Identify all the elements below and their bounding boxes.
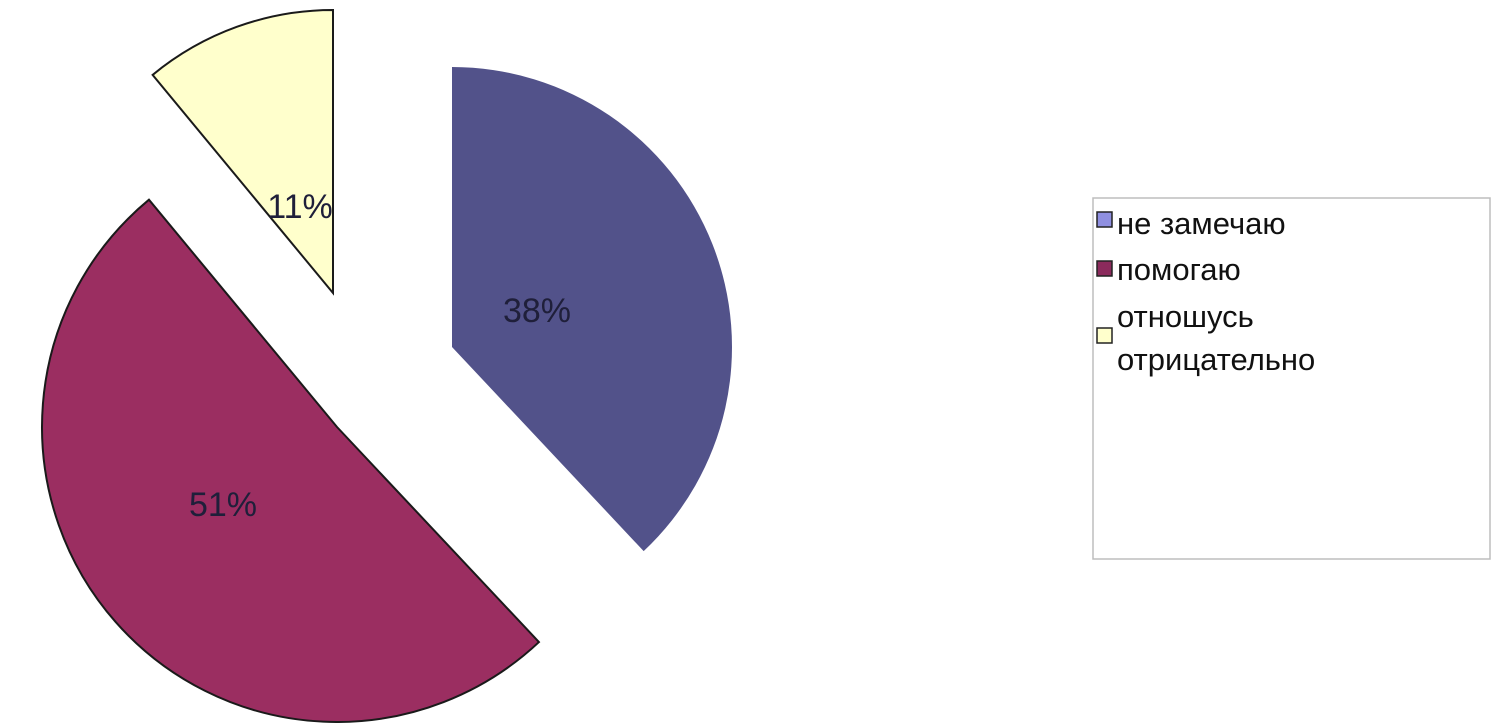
slice-labels: 38% 51% 11% xyxy=(189,188,571,524)
slice-label-2: 51% xyxy=(189,486,257,524)
legend-label-1: не замечаю xyxy=(1117,206,1286,241)
legend-item-3: отношусь отрицательно xyxy=(1096,299,1315,377)
legend-item-1: не замечаю xyxy=(1096,206,1286,241)
legend-item-2: помогаю xyxy=(1096,252,1241,287)
pie-slices xyxy=(41,8,732,723)
pie-slice-1 xyxy=(452,67,732,552)
legend-box xyxy=(1092,197,1491,560)
pie-slice-3 xyxy=(151,8,334,296)
legend-swatch-2 xyxy=(1096,260,1113,277)
legend: не замечаю помогаю отношусь отрицательно xyxy=(1092,197,1491,560)
legend-swatch-1 xyxy=(1096,211,1113,228)
slice-label-3: 11% xyxy=(267,188,333,226)
legend-swatch-3 xyxy=(1096,327,1113,344)
legend-label-3: отношусь отрицательно xyxy=(1117,299,1315,377)
legend-label-2: помогаю xyxy=(1117,252,1241,287)
slice-label-1: 38% xyxy=(503,292,571,330)
legend-items: не замечаю помогаю отношусь отрицательно xyxy=(1096,206,1315,377)
pie-slice-2 xyxy=(41,198,541,723)
